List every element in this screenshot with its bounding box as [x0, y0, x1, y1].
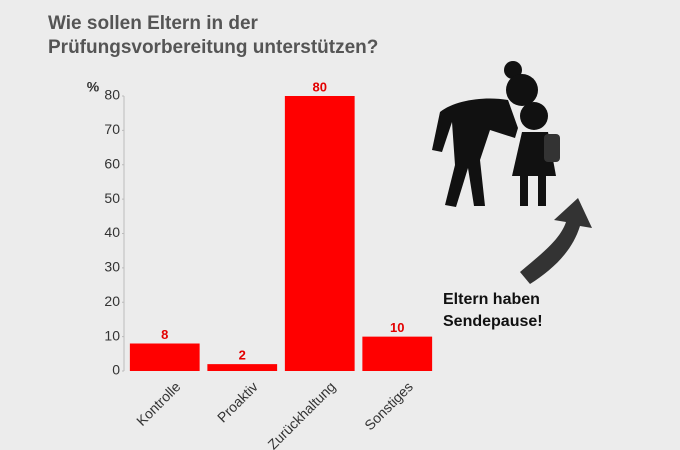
bar — [207, 364, 278, 371]
bar — [284, 96, 355, 371]
bar — [362, 336, 433, 371]
y-tick-label: 60 — [104, 155, 120, 171]
value-label: 2 — [239, 348, 246, 363]
y-tick-label: 50 — [104, 190, 120, 206]
y-tick-label: 70 — [104, 121, 120, 137]
y-tick-label: 30 — [104, 259, 120, 275]
y-tick-label: 0 — [112, 362, 120, 378]
chart-title: Wie sollen Eltern in der — [48, 13, 259, 34]
value-label: 80 — [313, 79, 327, 94]
y-tick-label: 10 — [104, 327, 120, 343]
x-tick-label: Kontrolle — [133, 378, 184, 429]
y-tick-label: 40 — [104, 224, 120, 240]
annotation: Eltern haben — [443, 291, 540, 308]
annotation: Sendepause! — [443, 313, 543, 330]
chart-title: Prüfungsvorbereitung unterstützen? — [48, 37, 378, 58]
y-tick-label: 80 — [104, 87, 120, 103]
y-tick-label: 20 — [104, 293, 120, 309]
mother-child-icon — [432, 61, 560, 207]
value-label: 8 — [161, 327, 168, 342]
arrow-icon — [520, 198, 592, 284]
x-tick-label: Zurückhaltung — [264, 378, 338, 450]
x-tick-label: Sonstiges — [361, 378, 416, 433]
bar — [129, 343, 200, 371]
value-label: 10 — [390, 320, 404, 335]
x-tick-label: Proaktiv — [214, 378, 261, 425]
y-axis-label: % — [87, 79, 100, 95]
